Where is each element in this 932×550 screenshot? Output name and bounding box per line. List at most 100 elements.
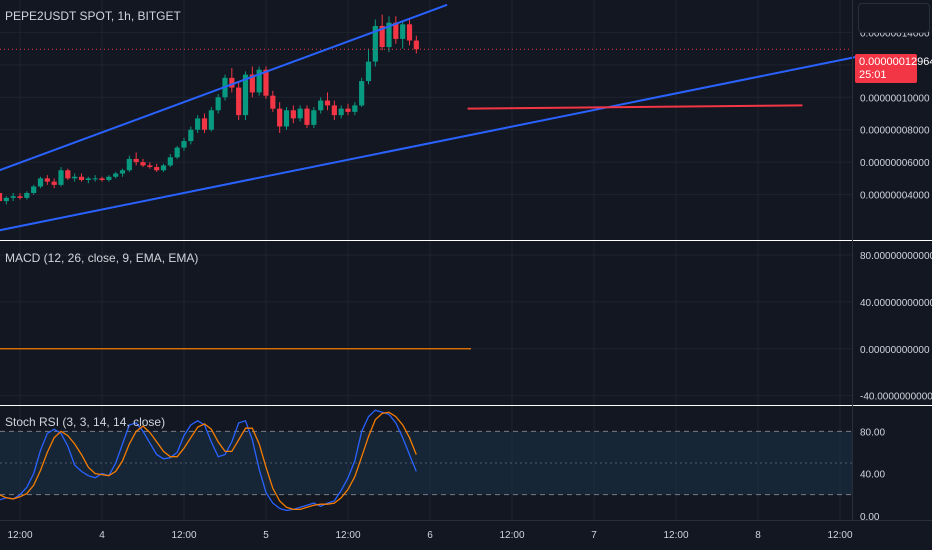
candle-body — [51, 181, 57, 185]
stoch-axis-label: 80.00 — [860, 427, 885, 438]
candle — [338, 105, 344, 119]
candle — [181, 137, 187, 151]
candle-body — [140, 162, 146, 166]
candle-body — [31, 186, 37, 193]
candle — [290, 105, 296, 124]
candle-body — [331, 105, 337, 116]
time-axis-label: 12:00 — [171, 530, 196, 541]
candle — [379, 14, 385, 51]
candle-body — [99, 178, 105, 180]
macd-title: MACD (12, 26, close, 9, EMA, EMA) — [5, 251, 199, 265]
candle — [140, 158, 146, 168]
candle — [393, 16, 399, 44]
candle — [406, 19, 413, 46]
candle-body — [338, 108, 344, 116]
candle-body — [263, 69, 269, 96]
candle — [147, 162, 153, 169]
candle-body — [208, 110, 214, 130]
candle-body — [386, 22, 392, 48]
candle-body — [3, 197, 9, 202]
candle-body — [133, 158, 139, 163]
time-axis-label: 12:00 — [499, 530, 524, 541]
candle — [85, 176, 91, 184]
candle — [365, 48, 372, 85]
pane-separators[interactable] — [0, 0, 932, 521]
candle-body — [283, 110, 290, 127]
candle-body — [106, 176, 112, 180]
candle-body — [379, 25, 385, 48]
candle-body — [406, 24, 413, 41]
candle-body — [277, 108, 283, 127]
candle — [201, 113, 208, 133]
candle — [106, 175, 112, 182]
candle — [65, 168, 71, 180]
candle — [0, 192, 3, 202]
candle — [311, 107, 317, 129]
last-price-value: 0.00000012964 — [859, 56, 932, 68]
time-axis-label: 5 — [263, 530, 269, 541]
candle — [10, 192, 16, 202]
candle — [249, 66, 255, 98]
time-axis-label: 12:00 — [7, 530, 32, 541]
candle-body — [167, 157, 173, 166]
candle-body — [10, 196, 16, 198]
candle — [37, 176, 44, 189]
grid-lines — [0, 0, 852, 520]
candle-body — [359, 81, 365, 106]
price-axis-label: 0.00000006000 — [860, 158, 930, 169]
candle-body — [37, 178, 44, 187]
stoch-axis-label: 40.00 — [860, 470, 885, 481]
candle-body — [413, 40, 419, 50]
candle-body — [229, 77, 235, 88]
candle-body — [297, 108, 303, 119]
candle-body — [345, 108, 351, 112]
candle-body — [58, 170, 64, 185]
settings-box-icon[interactable] — [858, 3, 930, 33]
candle — [331, 100, 337, 120]
candle — [386, 16, 392, 52]
stoch-series — [0, 409, 417, 512]
candle — [119, 168, 126, 177]
candle — [92, 175, 98, 182]
lower-channel-trendline — [0, 55, 858, 232]
time-axis-label: 7 — [591, 530, 597, 541]
candle-body — [242, 74, 249, 116]
candle-body — [113, 173, 119, 177]
candle — [270, 90, 276, 112]
candle-body — [393, 22, 399, 39]
candle-body — [92, 178, 98, 180]
price-axis-label: 0.00000008000 — [860, 126, 930, 137]
stoch-rsi-title: Stoch RSI (3, 3, 14, 14, close) — [5, 415, 166, 429]
drawings[interactable] — [0, 3, 858, 232]
candle-body — [311, 110, 317, 125]
candle — [58, 167, 64, 187]
candle-body — [215, 97, 221, 111]
candle-body — [290, 110, 296, 119]
candle-body — [318, 100, 324, 111]
candle — [24, 191, 30, 200]
horizontal-ray — [467, 104, 803, 110]
candle — [318, 97, 324, 114]
candle — [195, 115, 201, 133]
candle — [297, 105, 303, 122]
candle — [277, 102, 283, 133]
candle — [72, 173, 78, 182]
candle — [99, 176, 105, 182]
candle — [229, 68, 235, 93]
candle — [174, 145, 180, 159]
candle-body — [270, 95, 276, 109]
candle — [283, 107, 290, 130]
price-axis-label: 0.00000004000 — [860, 191, 930, 202]
candle — [400, 21, 406, 49]
candle-body — [188, 129, 194, 142]
candle-body — [400, 24, 406, 39]
candle — [51, 178, 57, 189]
candle — [236, 82, 242, 120]
candle-body — [249, 74, 255, 93]
candle — [215, 94, 221, 114]
candle — [126, 155, 132, 172]
candle-body — [256, 69, 262, 93]
candles[interactable] — [0, 14, 419, 205]
candle — [3, 196, 9, 205]
